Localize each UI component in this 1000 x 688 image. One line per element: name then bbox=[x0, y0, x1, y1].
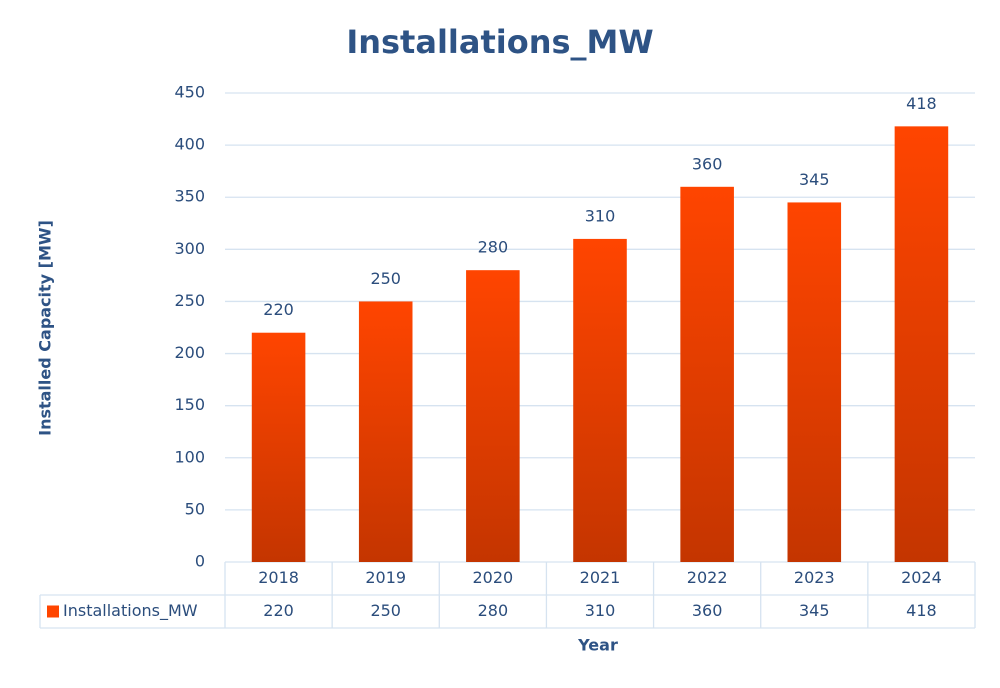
table-value: 250 bbox=[370, 601, 401, 620]
x-axis-title: Year bbox=[577, 636, 618, 655]
bar bbox=[787, 202, 842, 562]
table-value: 418 bbox=[906, 601, 937, 620]
data-label: 280 bbox=[478, 238, 509, 257]
chart-title: Installations_MW bbox=[346, 23, 653, 61]
table-value: 280 bbox=[478, 601, 509, 620]
y-tick-label: 0 bbox=[195, 552, 205, 571]
y-tick-label: 450 bbox=[174, 83, 205, 102]
x-tick-label: 2019 bbox=[365, 568, 406, 587]
bar bbox=[894, 126, 949, 563]
x-tick-label: 2024 bbox=[901, 568, 942, 587]
y-tick-label: 100 bbox=[174, 447, 205, 466]
y-axis-title: Installed Capacity [MW] bbox=[36, 220, 55, 436]
data-label: 360 bbox=[692, 154, 723, 173]
data-label: 345 bbox=[799, 170, 830, 189]
data-label: 250 bbox=[370, 269, 401, 288]
x-tick-label: 2022 bbox=[687, 568, 728, 587]
bar bbox=[573, 238, 627, 562]
y-tick-label: 400 bbox=[174, 135, 205, 154]
x-tick-label: 2023 bbox=[794, 568, 835, 587]
table-value: 360 bbox=[692, 601, 723, 620]
legend-swatch bbox=[47, 605, 59, 618]
x-tick-label: 2018 bbox=[258, 568, 299, 587]
x-tick-label: 2020 bbox=[472, 568, 513, 587]
y-tick-label: 50 bbox=[185, 499, 205, 518]
table-value: 310 bbox=[585, 601, 616, 620]
table-value: 220 bbox=[263, 601, 294, 620]
bar bbox=[251, 332, 306, 562]
bar bbox=[358, 301, 413, 562]
y-tick-label: 350 bbox=[174, 187, 205, 206]
legend-label: Installations_MW bbox=[63, 601, 198, 621]
y-tick-label: 250 bbox=[174, 291, 205, 310]
y-tick-label: 200 bbox=[174, 343, 205, 362]
bar bbox=[680, 186, 734, 563]
data-label: 310 bbox=[585, 206, 616, 225]
y-tick-label: 150 bbox=[174, 395, 205, 414]
data-label: 220 bbox=[263, 300, 294, 319]
y-tick-label: 300 bbox=[174, 239, 205, 258]
bar bbox=[466, 270, 520, 562]
table-value: 345 bbox=[799, 601, 830, 620]
data-label: 418 bbox=[906, 94, 937, 113]
x-tick-label: 2021 bbox=[580, 568, 621, 587]
